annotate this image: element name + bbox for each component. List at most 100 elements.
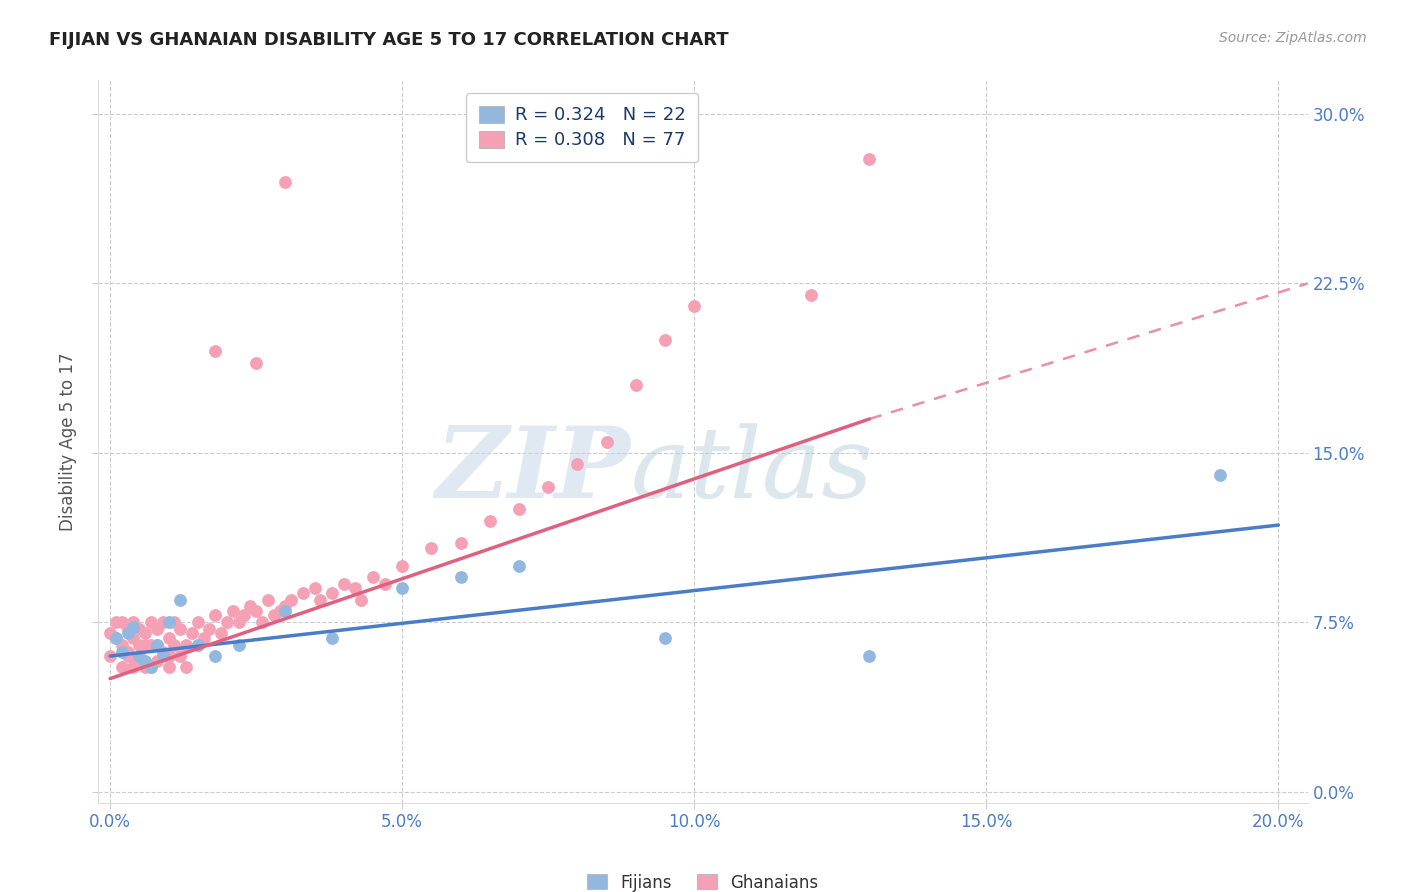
Point (128, 638, 150, 652)
Point (215, 615, 238, 630)
Text: Source: ZipAtlas.com: Source: ZipAtlas.com (1219, 31, 1367, 45)
Point (139, 660, 162, 674)
Point (274, 604, 297, 618)
Point (163, 638, 186, 652)
Point (174, 638, 197, 652)
Point (391, 582, 413, 596)
Point (858, 153, 880, 167)
Point (122, 620, 145, 634)
Point (111, 615, 134, 630)
Point (111, 644, 134, 658)
Point (204, 608, 226, 623)
Point (134, 654, 156, 668)
Point (245, 604, 267, 618)
Point (117, 622, 139, 636)
Point (683, 299, 706, 313)
Point (858, 648, 880, 663)
Point (163, 615, 186, 630)
Point (152, 644, 174, 658)
Point (122, 660, 145, 674)
Point (98, 626, 121, 640)
Point (508, 502, 530, 516)
Point (245, 355, 267, 369)
Point (361, 570, 384, 584)
Point (263, 608, 285, 623)
Point (157, 615, 180, 630)
Point (304, 582, 326, 596)
Point (169, 648, 191, 663)
Point (508, 558, 530, 573)
Point (98, 648, 121, 663)
Text: FIJIAN VS GHANAIAN DISABILITY AGE 5 TO 17 CORRELATION CHART: FIJIAN VS GHANAIAN DISABILITY AGE 5 TO 1… (49, 31, 728, 49)
Point (222, 604, 245, 618)
Point (654, 333, 676, 347)
Point (174, 660, 197, 674)
Point (139, 638, 162, 652)
Point (122, 631, 145, 645)
Point (104, 631, 127, 645)
Point (134, 638, 156, 652)
Point (624, 378, 647, 392)
Point (157, 631, 180, 645)
Point (280, 592, 302, 607)
Point (111, 660, 134, 674)
Point (169, 622, 191, 636)
Point (654, 631, 676, 645)
Point (239, 599, 262, 614)
Point (128, 654, 150, 668)
Point (122, 615, 145, 630)
Point (478, 514, 501, 528)
Point (391, 558, 413, 573)
Point (256, 592, 278, 607)
Point (146, 638, 169, 652)
Point (274, 175, 297, 189)
Point (595, 434, 617, 449)
Point (233, 608, 256, 623)
Point (374, 576, 396, 591)
Point (269, 604, 291, 618)
Point (187, 638, 209, 652)
Point (800, 287, 823, 301)
Text: ZIP: ZIP (436, 422, 630, 518)
Y-axis label: Disability Age 5 to 17: Disability Age 5 to 17 (59, 352, 77, 531)
Point (128, 622, 150, 636)
Point (117, 626, 139, 640)
Point (198, 622, 221, 636)
Point (180, 626, 202, 640)
Point (152, 648, 174, 663)
Point (321, 631, 343, 645)
Point (111, 638, 134, 652)
Point (104, 631, 127, 645)
Point (187, 638, 209, 652)
Point (187, 615, 209, 630)
Point (450, 570, 472, 584)
Point (420, 541, 443, 555)
Point (228, 638, 250, 652)
Point (169, 592, 191, 607)
Point (117, 648, 139, 663)
Point (537, 480, 560, 494)
Point (117, 644, 139, 658)
Point (228, 615, 250, 630)
Point (567, 457, 589, 471)
Legend: Fijians, Ghanaians: Fijians, Ghanaians (579, 865, 827, 892)
Point (204, 648, 226, 663)
Point (332, 576, 354, 591)
Point (250, 615, 273, 630)
Point (204, 344, 226, 359)
Point (209, 626, 232, 640)
Point (157, 648, 180, 663)
Point (157, 660, 180, 674)
Point (139, 615, 162, 630)
Point (344, 582, 367, 596)
Text: atlas: atlas (630, 423, 873, 518)
Point (291, 586, 314, 600)
Point (134, 626, 156, 640)
Point (128, 648, 150, 663)
Point (139, 660, 162, 674)
Point (274, 599, 297, 614)
Point (152, 615, 174, 630)
Point (309, 592, 332, 607)
Point (321, 586, 343, 600)
Point (450, 536, 472, 550)
